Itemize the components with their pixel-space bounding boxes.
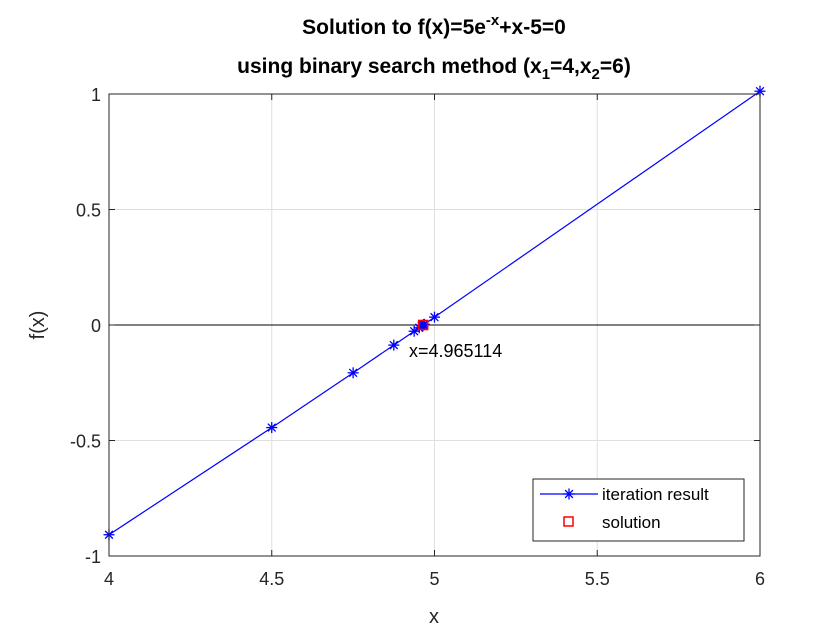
- y-axis-label: f(x): [27, 311, 49, 340]
- iteration-point: [388, 339, 400, 351]
- x-tick-label: 4: [104, 569, 114, 589]
- x-tick-label: 5: [429, 569, 439, 589]
- x-axis-label: x: [429, 606, 439, 628]
- x-tick-label: 5.5: [585, 569, 610, 589]
- y-tick-label: -1: [85, 547, 101, 567]
- chart-title-line2: using binary search method (x1=4,x2=6): [237, 55, 631, 83]
- x-tick-label: 4.5: [259, 569, 284, 589]
- chart-title-line1: Solution to f(x)=5e-x+x-5=0: [302, 12, 566, 39]
- iteration-point: [429, 311, 440, 323]
- series-layer: [103, 85, 766, 541]
- annotation-label: x=4.965114: [409, 341, 502, 361]
- ticks: 4 4.5 5 5.5 6 -1 -0.5 0 0.5 1: [70, 85, 765, 589]
- y-tick-label: 0: [91, 316, 101, 336]
- y-tick-label: 1: [91, 85, 101, 105]
- legend: iteration result solution: [532, 478, 745, 542]
- x-tick-label: 6: [755, 569, 765, 589]
- y-tick-label: 0.5: [76, 201, 101, 221]
- legend-label-iteration: iteration result: [602, 485, 709, 504]
- legend-marker-solution: [563, 516, 574, 527]
- solution-point: [417, 319, 429, 331]
- legend-marker-iteration: [563, 488, 575, 500]
- legend-label-solution: solution: [602, 513, 661, 532]
- legend-star: [563, 488, 575, 500]
- iteration-point: [266, 422, 278, 434]
- legend-box: [532, 478, 745, 542]
- y-tick-label: -0.5: [70, 432, 101, 452]
- iteration-point: [347, 367, 359, 379]
